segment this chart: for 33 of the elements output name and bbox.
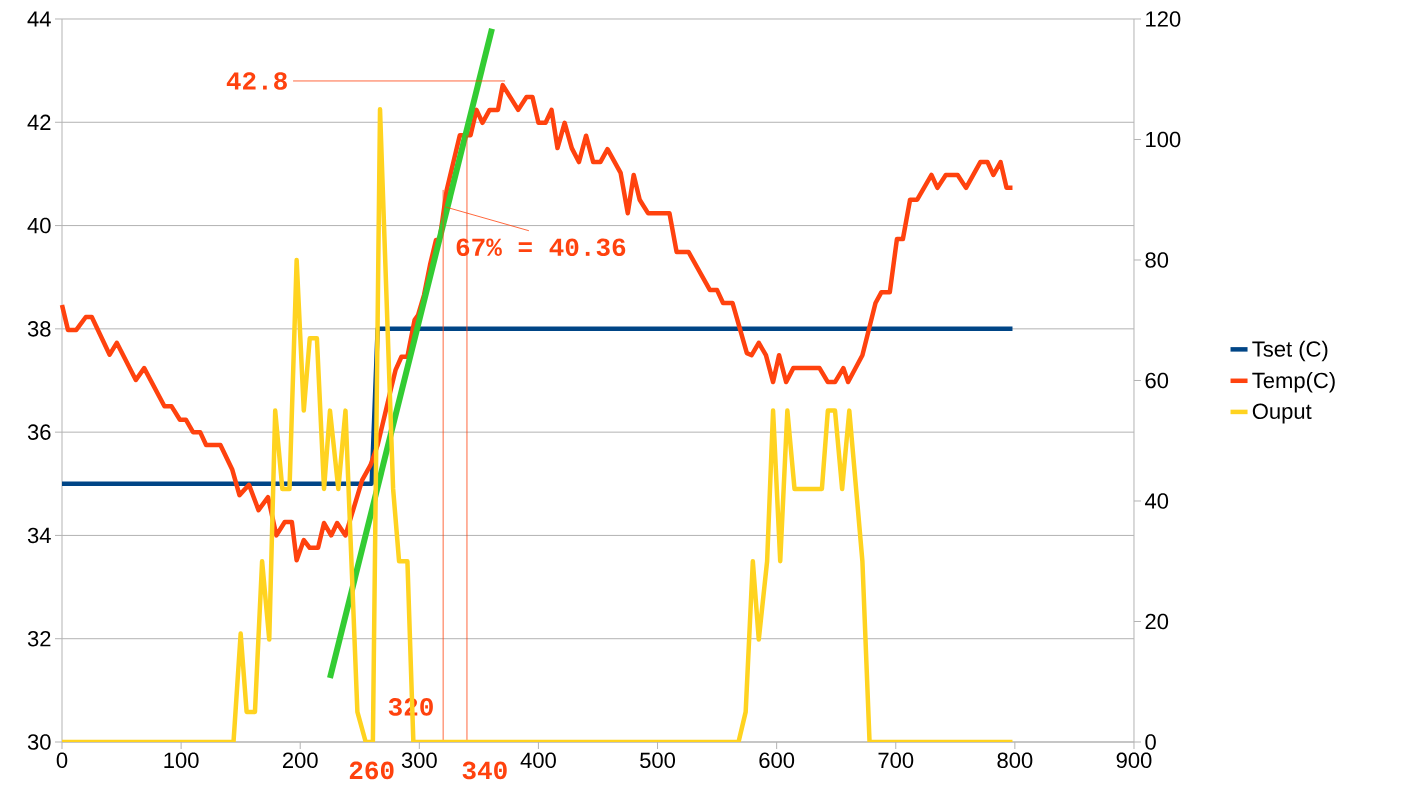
x-tick-label: 200 [282, 752, 318, 769]
y2-tick-label: 100 [1146, 131, 1181, 148]
x-tick-label: 0 [56, 752, 68, 769]
x-tick-label: 500 [640, 752, 676, 769]
legend-label: Temp(C) [1252, 372, 1335, 393]
y-tick-label: 32 [27, 630, 51, 647]
y2-tick-label: 120 [1146, 11, 1181, 27]
y2-tick-label: 80 [1145, 252, 1169, 268]
x-tick-label: 300 [401, 752, 437, 769]
y-tick-label: 36 [27, 424, 51, 440]
y2-tick-label: 0 [1145, 734, 1156, 750]
annotation: 67% = 40.36 [456, 238, 626, 257]
annotation: 260 [349, 761, 394, 780]
x-tick-label: 100 [164, 752, 199, 769]
annotation: 340 [462, 761, 507, 780]
y-tick-label: 34 [27, 527, 51, 544]
y2-tick-label: 40 [1144, 493, 1169, 509]
x-tick-label: 800 [997, 752, 1033, 769]
y-tick-label: 30 [27, 734, 51, 750]
y-tick-label: 38 [27, 321, 51, 337]
legend-label: Tset (C) [1252, 340, 1328, 362]
y2-tick-label: 60 [1145, 372, 1169, 389]
y-tick-label: 42 [27, 114, 51, 130]
y-tick-label: 40 [27, 217, 51, 234]
x-tick-label: 700 [878, 752, 914, 769]
x-tick-label: 900 [1116, 752, 1152, 769]
annotation: 42.8 [226, 72, 287, 90]
x-tick-label: 600 [759, 752, 795, 769]
y-tick-label: 44 [27, 11, 51, 27]
line-series [62, 107, 1015, 742]
x-tick-label: 400 [520, 752, 556, 769]
legend-label: Ouput [1252, 403, 1312, 424]
y2-tick-label: 20 [1145, 613, 1169, 630]
